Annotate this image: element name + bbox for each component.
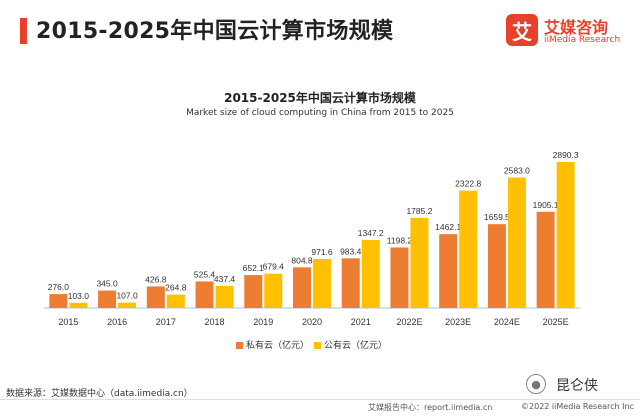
bar-public-2017	[166, 294, 185, 308]
label-private-2025E: 1905.1	[533, 200, 559, 210]
label-public-2020: 971.6	[311, 247, 333, 257]
x-tick-2016: 2016	[107, 317, 127, 327]
bar-private-2022E	[390, 247, 409, 308]
label-public-2018: 437.4	[214, 274, 236, 284]
header: 2015-2025年中国云计算市场规模 艾 艾媒咨询 iiMedia Resea…	[0, 0, 640, 58]
iimedia-logo: 艾 艾媒咨询 iiMedia Research	[506, 14, 626, 50]
bar-public-2019	[264, 273, 283, 308]
bar-private-2021	[341, 258, 360, 308]
bar-public-2024E	[507, 177, 526, 308]
bar-private-2015	[49, 294, 68, 308]
label-public-2016: 107.0	[116, 291, 138, 301]
label-private-2024E: 1659.5	[484, 212, 510, 222]
x-tick-2019: 2019	[253, 317, 273, 327]
bar-public-2018	[215, 285, 234, 308]
footer-divider	[0, 399, 640, 400]
x-tick-2021: 2021	[351, 317, 371, 327]
chart-title: 2015-2025年中国云计算市场规模	[224, 91, 416, 105]
wechat-account-name: 昆仑侠	[556, 378, 598, 394]
label-private-2018: 525.4	[194, 269, 216, 279]
label-public-2022E: 1785.2	[406, 206, 432, 216]
title-accent-bar	[20, 18, 27, 44]
x-tick-2024E: 2024E	[494, 317, 520, 327]
logo-mark: 艾	[506, 14, 538, 46]
report-center-link[interactable]: 艾媒报告中心：report.iimedia.cn	[368, 403, 493, 412]
label-public-2025E: 2890.3	[553, 150, 579, 160]
bar-public-2020	[313, 258, 331, 308]
x-tick-2025E: 2025E	[543, 317, 569, 327]
bar-public-2022E	[410, 217, 429, 308]
bar-private-2017	[146, 286, 165, 308]
copyright: ©2022 iiMedia Research Inc	[521, 402, 634, 411]
legend-label-private: 私有云（亿元）	[246, 341, 310, 351]
label-public-2015: 103.0	[68, 291, 90, 301]
label-public-2024E: 2583.0	[504, 166, 530, 176]
logo-subtitle: iiMedia Research	[544, 35, 621, 45]
label-private-2023E: 1462.1	[435, 222, 461, 232]
label-private-2017: 426.8	[145, 274, 167, 284]
legend-swatch-private	[236, 342, 243, 349]
bar-public-2023E	[459, 190, 478, 308]
bar-private-2025E	[536, 211, 555, 308]
label-public-2019: 679.4	[263, 262, 285, 272]
legend-swatch-public	[314, 342, 321, 349]
label-private-2015: 276.0	[48, 282, 70, 292]
legend-item-public: 公有云（亿元）	[314, 338, 387, 351]
x-tick-2015: 2015	[58, 317, 78, 327]
x-tick-2018: 2018	[205, 317, 225, 327]
legend-label-public: 公有云（亿元）	[324, 341, 388, 351]
label-private-2019: 652.1	[243, 263, 265, 273]
label-public-2017: 264.8	[165, 283, 187, 293]
bar-private-2018	[195, 281, 214, 308]
chart-subtitle: Market size of cloud computing in China …	[186, 108, 454, 118]
bar-private-2016	[98, 290, 117, 308]
x-tick-2020: 2020	[302, 317, 322, 327]
bar-private-2020	[293, 267, 311, 308]
wechat-icon: ●	[526, 374, 546, 394]
x-tick-2023E: 2023E	[445, 317, 471, 327]
label-private-2016: 345.0	[96, 279, 118, 289]
bar-private-2019	[244, 275, 263, 308]
bar-public-2021	[361, 239, 380, 308]
bar-public-2016	[118, 302, 137, 308]
label-private-2021: 983.4	[340, 246, 362, 256]
page-title: 2015-2025年中国云计算市场规模	[36, 19, 394, 44]
bar-private-2023E	[439, 234, 458, 308]
bar-private-2024E	[487, 224, 506, 308]
x-tick-2017: 2017	[156, 317, 176, 327]
label-public-2021: 1347.2	[358, 228, 384, 238]
data-source: 数据来源：艾媒数据中心（data.iimedia.cn）	[6, 389, 193, 399]
x-tick-2022E: 2022E	[396, 317, 422, 327]
label-public-2023E: 2322.8	[455, 179, 481, 189]
label-private-2022E: 1198.2	[387, 235, 413, 245]
label-private-2020: 804.8	[291, 255, 313, 265]
bar-public-2015	[69, 302, 88, 308]
logo-name: 艾媒咨询	[544, 18, 609, 37]
legend-item-private: 私有云（亿元）	[236, 338, 309, 351]
bar-public-2025E	[556, 162, 575, 308]
